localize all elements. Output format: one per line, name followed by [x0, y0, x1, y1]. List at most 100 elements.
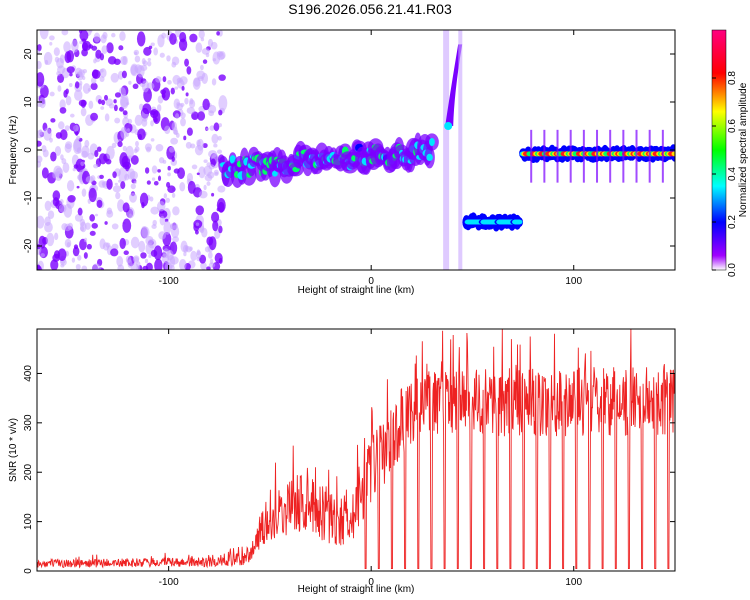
noise-blob [194, 229, 199, 235]
noise-blob [74, 213, 84, 222]
noise-blob [217, 201, 225, 213]
noise-blob [53, 47, 60, 56]
noise-blob [217, 185, 226, 193]
snr-ytick-label: 100 [23, 513, 34, 530]
noise-blob [37, 243, 41, 250]
noise-blob [126, 128, 131, 133]
noise-blob [153, 47, 158, 56]
colorbar-gradient [711, 29, 727, 271]
noise-blob [108, 103, 115, 109]
noise-blob [77, 254, 82, 261]
noise-blob [59, 54, 65, 64]
signal-core [229, 155, 236, 164]
noise-blob [185, 141, 192, 149]
noise-blob [190, 143, 196, 149]
noise-blob [101, 181, 106, 186]
noise-blob [211, 192, 215, 197]
noise-blob [171, 156, 175, 162]
noise-blob [173, 129, 179, 136]
noise-blob [122, 218, 132, 233]
noise-blob [52, 171, 57, 179]
noise-blob [141, 202, 145, 209]
noise-blob [158, 231, 167, 240]
signal-core [429, 137, 435, 147]
noise-blob [198, 30, 205, 39]
noise-blob [54, 171, 63, 182]
noise-blob [49, 35, 55, 41]
noise-blob [88, 30, 93, 33]
noise-blob [203, 184, 207, 191]
noise-blob [37, 140, 42, 147]
noise-blob [61, 30, 69, 36]
spectrogram-marks [37, 30, 675, 270]
noise-blob [100, 106, 105, 110]
noise-blob [80, 107, 87, 117]
noise-blob [90, 82, 98, 91]
noise-blob [78, 99, 87, 107]
noise-blob [157, 175, 162, 182]
noise-blob [138, 240, 146, 253]
noise-blob [50, 118, 56, 123]
noise-blob [62, 162, 70, 173]
noise-blob [111, 223, 119, 230]
noise-blob [127, 118, 133, 125]
noise-blob [129, 192, 137, 203]
noise-blob [166, 249, 174, 261]
noise-blob [128, 80, 132, 85]
snr-ytick-label: 0 [23, 568, 34, 574]
noise-blob [127, 168, 136, 180]
noise-blob [143, 46, 152, 56]
noise-blob [144, 167, 150, 174]
noise-blob [59, 99, 66, 110]
noise-blob [211, 133, 219, 144]
noise-blob [94, 213, 99, 217]
noise-blob [37, 60, 42, 70]
noise-blob [40, 253, 46, 258]
noise-blob [157, 169, 161, 173]
noise-blob [147, 238, 157, 249]
signal-core [426, 153, 433, 162]
noise-blob [57, 73, 65, 83]
noise-blob [208, 251, 213, 259]
spectrogram-ytick-label: -20 [23, 238, 34, 253]
noise-blob [195, 222, 200, 226]
noise-blob [119, 152, 128, 168]
snr-panel: -100 0 100 0 100 200 300 400 Height of straight… [8, 328, 676, 595]
noise-blob [212, 51, 221, 65]
noise-blob [154, 258, 163, 270]
noise-blob [176, 102, 181, 106]
noise-blob [37, 215, 45, 229]
snr-xtick-label: 100 [565, 577, 582, 588]
noise-blob [73, 244, 79, 250]
noise-blob [205, 52, 210, 58]
noise-blob [179, 76, 188, 85]
noise-blob [121, 70, 127, 79]
noise-blob [140, 225, 149, 239]
snr-xtick-label: -100 [159, 577, 179, 588]
noise-blob [156, 104, 162, 112]
noise-blob [142, 265, 149, 270]
noise-blob [213, 122, 220, 132]
noise-blob [64, 51, 72, 64]
noise-blob [117, 264, 125, 270]
noise-blob [160, 89, 167, 95]
noise-blob [55, 132, 63, 139]
noise-blob [167, 165, 171, 171]
noise-blob [106, 145, 115, 160]
snr-ylabel: SNR (10 * v/v) [8, 418, 19, 482]
noise-blob [87, 152, 95, 160]
spectrogram-ytick-label: 10 [23, 96, 34, 108]
noise-blob [112, 171, 117, 179]
snr-xtick-label: 0 [368, 577, 374, 588]
noise-blob [86, 243, 92, 250]
noise-blob [76, 185, 80, 189]
feature-spike [443, 30, 463, 270]
noise-blob [93, 163, 99, 169]
noise-blob [200, 37, 205, 42]
spectrogram-xtick-label: -100 [159, 276, 179, 287]
noise-blob [178, 38, 188, 51]
noise-blob [54, 146, 62, 156]
noise-blob [122, 110, 128, 116]
